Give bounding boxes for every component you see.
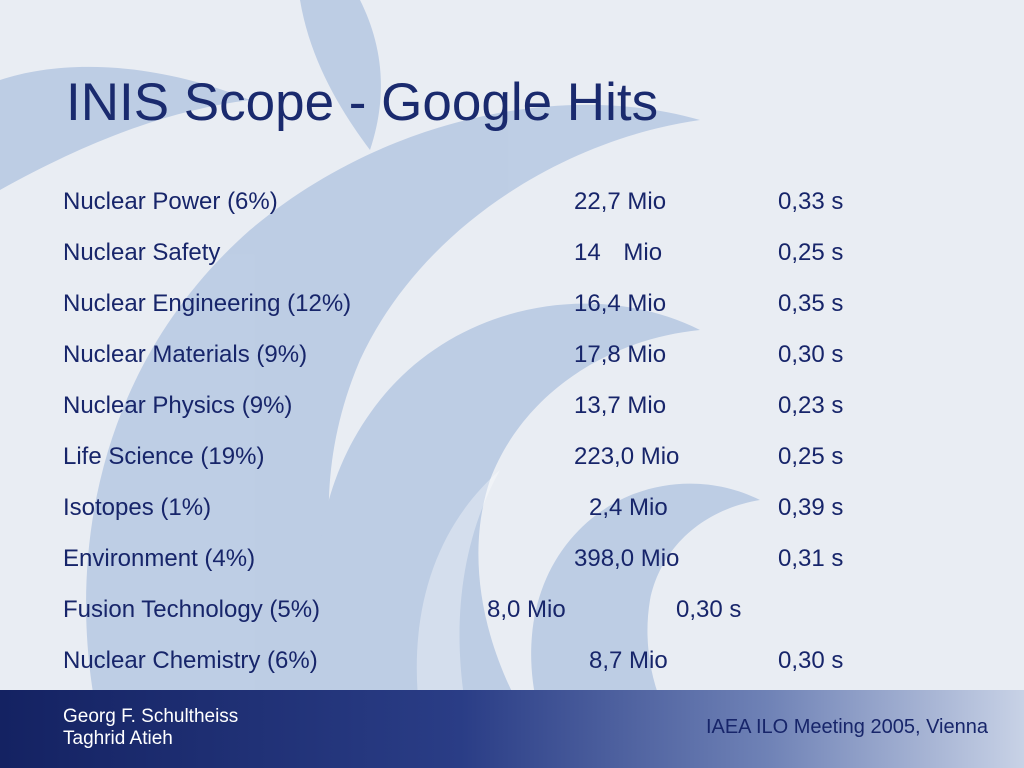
table-row: Nuclear Safety 14 Mio 0,25 s [0,237,1024,269]
query-time: 0,30 s [676,596,742,623]
topic-label: Nuclear Physics (9%) [63,392,293,419]
query-time: 0,25 s [778,239,844,266]
footer-band: Georg F. Schultheiss Taghrid Atieh IAEA … [0,690,1024,768]
topic-label: Nuclear Engineering (12%) [63,290,352,317]
topic-label: Environment (4%) [63,545,256,572]
query-time: 0,33 s [778,188,844,215]
query-time: 0,30 s [778,341,844,368]
hits-value: 16,4 Mio [574,290,667,317]
hits-value: 223,0 Mio [574,443,680,470]
footer-authors: Georg F. Schultheiss Taghrid Atieh [63,706,238,750]
table-row: Fusion Technology (5%) 8,0 Mio 0,30 s [0,594,1024,626]
footer-event: IAEA ILO Meeting 2005, Vienna [705,716,988,738]
query-time: 0,23 s [778,392,844,419]
query-time: 0,39 s [778,494,844,521]
hits-value: 2,4 Mio [589,494,668,521]
query-time: 0,30 s [778,647,844,674]
query-time: 0,31 s [778,545,844,572]
query-time: 0,35 s [778,290,844,317]
hits-value: 14 Mio [574,239,663,266]
hits-value: 8,0 Mio [487,596,566,623]
topic-label: Isotopes (1%) [63,494,212,521]
topic-label: Nuclear Chemistry (6%) [63,647,318,674]
hits-value: 22,7 Mio [574,188,667,215]
table-row: Nuclear Chemistry (6%) 8,7 Mio 0,30 s [0,645,1024,677]
author-name: Georg F. Schultheiss [63,706,239,727]
author-name: Taghrid Atieh [63,728,173,749]
topic-label: Nuclear Materials (9%) [63,341,308,368]
table-row: Nuclear Power (6%) 22,7 Mio 0,33 s [0,186,1024,218]
topic-label: Nuclear Safety [63,239,221,266]
topic-label: Nuclear Power (6%) [63,188,278,215]
slide-title: INIS Scope - Google Hits [66,73,659,132]
query-time: 0,25 s [778,443,844,470]
hits-value: 398,0 Mio [574,545,680,572]
table-row: Nuclear Materials (9%) 17,8 Mio 0,30 s [0,339,1024,371]
table-row: Isotopes (1%) 2,4 Mio 0,39 s [0,492,1024,524]
topic-label: Life Science (19%) [63,443,265,470]
hits-value: 17,8 Mio [574,341,667,368]
hits-value: 13,7 Mio [574,392,667,419]
table-row: Life Science (19%) 223,0 Mio 0,25 s [0,441,1024,473]
table-row: Nuclear Engineering (12%) 16,4 Mio 0,35 … [0,288,1024,320]
table-row: Environment (4%) 398,0 Mio 0,31 s [0,543,1024,575]
table-row: Nuclear Physics (9%) 13,7 Mio 0,23 s [0,390,1024,422]
topic-label: Fusion Technology (5%) [63,596,321,623]
hits-value: 8,7 Mio [589,647,668,674]
